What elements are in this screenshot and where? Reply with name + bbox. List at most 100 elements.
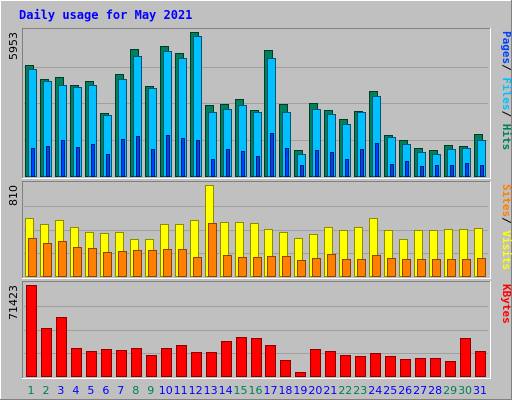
bar-sites-2 [43, 243, 52, 277]
x-tick-label-13: 13 [204, 384, 218, 397]
bar-pages-28 [435, 165, 439, 177]
bar-sites-16 [253, 257, 262, 277]
bar-pages-18 [285, 148, 289, 177]
bar-sites-14 [223, 255, 232, 277]
bar-pages-12 [196, 140, 200, 177]
bar-kbytes-11 [176, 345, 187, 377]
side-label-part: Sites [500, 184, 512, 217]
side-label: Pages/ Files/ Hits [500, 31, 512, 150]
bar-pages-21 [330, 152, 334, 177]
x-tick-label-7: 7 [117, 384, 124, 397]
bar-pages-16 [256, 156, 260, 177]
bar-pages-20 [315, 150, 319, 177]
bar-sites-8 [133, 250, 142, 277]
x-tick-label-27: 27 [413, 384, 427, 397]
bar-kbytes-17 [265, 345, 276, 377]
x-tick-label-28: 28 [428, 384, 442, 397]
bar-sites-24 [372, 255, 381, 277]
bar-sites-28 [432, 259, 441, 277]
bar-kbytes-22 [340, 355, 351, 377]
x-tick-label-11: 11 [174, 384, 188, 397]
x-tick-label-4: 4 [72, 384, 79, 397]
bar-pages-17 [270, 133, 274, 177]
bar-sites-4 [73, 247, 82, 277]
side-label-part: / [500, 64, 512, 77]
bars-bottom [26, 285, 486, 377]
bar-sites-5 [88, 248, 97, 277]
bar-kbytes-27 [415, 358, 426, 377]
side-label: KBytes [500, 284, 512, 324]
bar-pages-30 [465, 163, 469, 177]
x-tick-label-8: 8 [132, 384, 139, 397]
bar-sites-25 [387, 258, 396, 277]
bar-sites-19 [297, 260, 306, 277]
bars-top [25, 32, 486, 177]
bar-pages-11 [181, 138, 185, 177]
x-tick-label-30: 30 [458, 384, 472, 397]
bar-kbytes-10 [161, 348, 172, 377]
bar-sites-9 [148, 250, 157, 277]
bar-sites-13 [208, 223, 217, 277]
bar-pages-23 [360, 149, 364, 177]
bar-kbytes-26 [400, 359, 411, 377]
bar-sites-18 [282, 256, 291, 277]
x-tick-label-24: 24 [368, 384, 382, 397]
y-max-label: 71423 [7, 285, 20, 320]
bar-pages-26 [405, 161, 409, 177]
bar-kbytes-2 [41, 328, 52, 377]
bars-middle [25, 185, 486, 277]
x-axis-labels: 1 2 3 4 5 6 7 8 9 10 11 12 13 14 15 16 17 18 19 20 21 22 23 24 2… [28, 384, 488, 397]
bar-pages-31 [480, 165, 484, 177]
bar-kbytes-12 [191, 352, 202, 377]
bar-pages-27 [420, 166, 424, 177]
bar-sites-7 [118, 251, 127, 277]
bar-kbytes-28 [430, 358, 441, 377]
panel-middle: 810 Sites/ Visits [7, 181, 512, 279]
bar-kbytes-16 [251, 338, 262, 377]
y-max-label: 5953 [7, 32, 20, 60]
side-label-part: Files [500, 77, 512, 110]
bar-pages-22 [345, 159, 349, 177]
bar-pages-7 [121, 139, 125, 177]
bar-pages-8 [136, 136, 140, 177]
x-tick-label-14: 14 [219, 384, 233, 397]
x-tick-label-25: 25 [383, 384, 397, 397]
bar-pages-14 [226, 149, 230, 177]
bar-sites-30 [462, 259, 471, 277]
bar-pages-10 [166, 135, 170, 177]
bar-pages-25 [390, 164, 394, 177]
bar-pages-1 [31, 148, 35, 177]
bar-kbytes-29 [445, 361, 456, 377]
x-tick-label-15: 15 [234, 384, 248, 397]
x-tick-label-31: 31 [473, 384, 487, 397]
bar-kbytes-21 [325, 351, 336, 377]
bar-sites-26 [402, 259, 411, 277]
bar-kbytes-24 [370, 353, 381, 377]
bar-kbytes-30 [460, 338, 471, 377]
x-tick-label-5: 5 [87, 384, 94, 397]
bar-pages-5 [91, 144, 95, 177]
x-tick-label-26: 26 [398, 384, 412, 397]
x-tick-label-19: 19 [293, 384, 307, 397]
bar-kbytes-9 [146, 355, 157, 377]
bar-sites-20 [312, 258, 321, 277]
chart-panels: 5953 Pages/ Files/ Hits 810 Sites/ Visits 71… [7, 28, 512, 379]
x-tick-label-17: 17 [263, 384, 277, 397]
bar-pages-3 [61, 140, 65, 177]
bar-sites-29 [447, 259, 456, 277]
bar-sites-6 [103, 252, 112, 277]
bar-sites-15 [238, 257, 247, 277]
bar-pages-19 [300, 165, 304, 177]
x-tick-label-9: 9 [147, 384, 154, 397]
bar-kbytes-19 [295, 372, 306, 377]
x-tick-label-3: 3 [57, 384, 64, 397]
bar-kbytes-20 [310, 349, 321, 377]
bar-pages-6 [106, 154, 110, 177]
bar-kbytes-13 [206, 352, 217, 377]
side-label-part: / [500, 111, 512, 124]
bar-pages-2 [46, 146, 50, 177]
bar-pages-9 [151, 149, 155, 177]
bar-kbytes-6 [101, 349, 112, 377]
